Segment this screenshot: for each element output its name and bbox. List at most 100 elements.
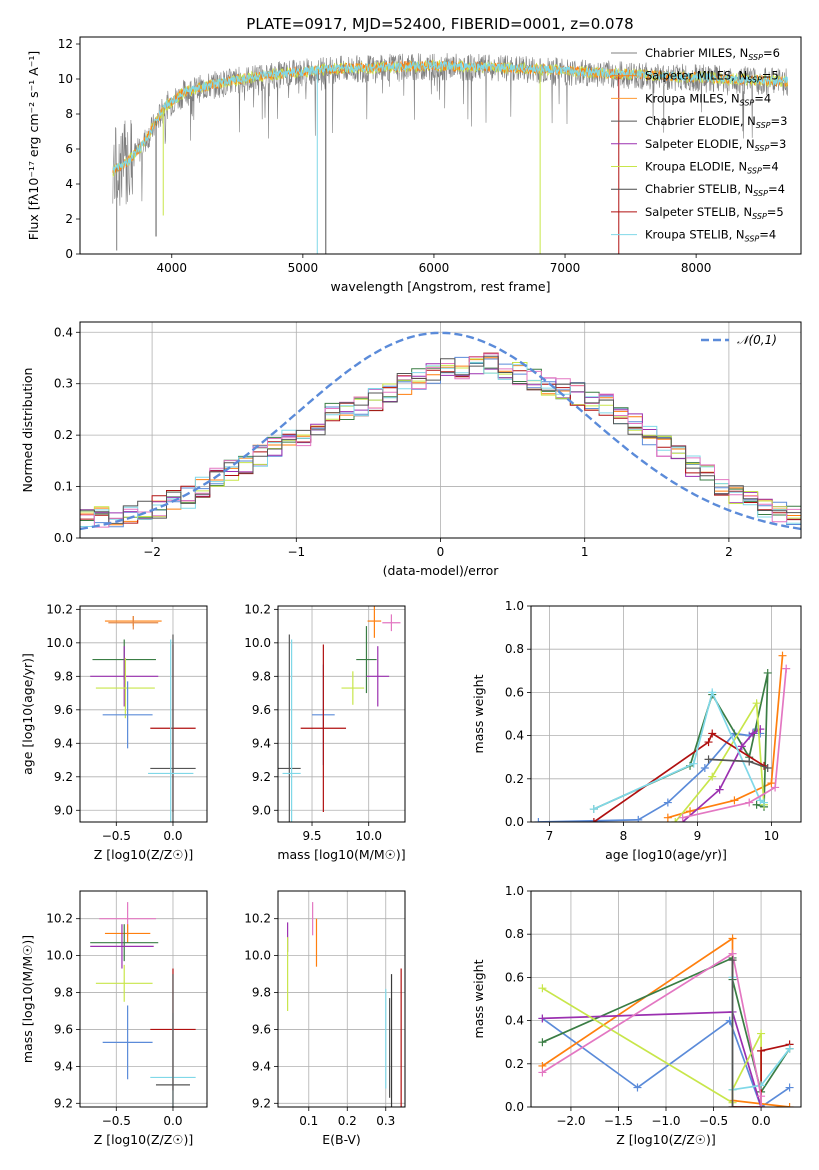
y-tick-label: 1.0	[505, 884, 524, 898]
plot-area	[90, 616, 196, 822]
y-tick-label: 0.2	[505, 772, 524, 786]
y-tick-label: 9.2	[252, 1096, 271, 1110]
y-tick-label: 9.0	[252, 803, 271, 817]
legend-label-text: Kroupa MILES, N	[645, 91, 740, 105]
weight-marker	[663, 813, 672, 822]
weight-marker	[678, 813, 687, 822]
legend-label: Salpeter STELIB, NSSP=5	[645, 205, 784, 221]
y-tick-label: 0.8	[505, 642, 524, 656]
x-axis-label: Z [log10(Z/Z☉)]	[616, 1132, 716, 1147]
legend-label-value: =5	[767, 205, 784, 219]
legend-label-text: Chabrier STELIB, N	[645, 182, 753, 196]
panel-sfh_Z: −2.0 −1.5 −1.0 −0.5 0.0 0.0 0.2 0.4 0.6 0.8 1.0 Z […	[471, 884, 802, 1147]
weight-marker	[752, 699, 761, 708]
legend-label-text: Salpeter ELODIE, N	[645, 137, 755, 151]
weight-marker	[763, 764, 772, 772]
weight-marker	[745, 757, 754, 766]
panel-frame	[530, 605, 802, 823]
x-axis-label: Z [log10(Z/Z☉)]	[94, 1132, 194, 1147]
y-tick-label: 9.6	[54, 703, 73, 717]
y-tick-label: 1.0	[505, 599, 524, 613]
y-tick-label: 9.8	[252, 986, 271, 1000]
x-tick-label: 0.1	[299, 1114, 318, 1128]
legend-label-value: =4	[762, 160, 779, 174]
x-tick-label: 7	[546, 829, 554, 843]
legend-label-value: =4	[768, 182, 785, 196]
y-tick-label: 0.2	[54, 428, 73, 442]
y-axis-label: mass weight	[471, 959, 486, 1038]
y-tick-label: 0.4	[54, 325, 73, 339]
y-axis-label: Flux [fλ10⁻¹⁷ erg cm⁻² s⁻¹ A⁻¹]	[26, 51, 41, 240]
x-tick-label: 0.3	[376, 1114, 395, 1128]
y-tick-label: 0.3	[54, 377, 73, 391]
weight-series-line	[542, 1011, 762, 1107]
errorbar-point	[282, 639, 301, 822]
y-tick-label: 9.4	[252, 736, 271, 750]
x-tick-label: 5000	[288, 261, 319, 275]
y-tick-label: 9.6	[252, 1022, 271, 1036]
weight-marker	[708, 729, 717, 738]
y-tick-label: 9.2	[54, 770, 73, 784]
weight-series-line	[593, 672, 769, 810]
y-tick-label: 10.0	[46, 636, 73, 650]
y-axis-label: mass weight	[471, 674, 486, 753]
panel-frame	[79, 321, 802, 539]
y-tick-label: 10.2	[244, 602, 271, 616]
x-tick-label: 6000	[419, 261, 450, 275]
weight-marker	[589, 805, 598, 814]
plot-area	[287, 902, 402, 1107]
legend-label: Salpeter MILES, NSSP=5	[645, 69, 779, 85]
y-tick-label: 2	[65, 212, 73, 226]
weight-marker	[728, 956, 737, 965]
x-tick-label: 8000	[681, 261, 712, 275]
legend-label-text: Kroupa STELIB, N	[645, 228, 745, 242]
legend-label-value: =3	[769, 137, 786, 151]
legend-label: Salpeter ELODIE, NSSP=3	[645, 137, 786, 153]
weight-marker	[538, 1014, 547, 1023]
weight-marker	[715, 785, 724, 794]
weight-marker	[737, 742, 746, 751]
y-tick-label: 9.6	[252, 703, 271, 717]
errorbar-point	[155, 974, 190, 1107]
x-axis-label: wavelength [Angstrom, rest frame]	[330, 279, 550, 294]
weight-marker	[534, 818, 543, 822]
y-tick-label: 9.4	[54, 736, 73, 750]
panel-age_vs_mass: 9.5 10.0 9.0 9.2 9.4 9.6 9.8 10.0 10.2 mass [log1…	[244, 602, 405, 862]
y-tick-label: 10.2	[244, 912, 271, 926]
x-tick-label: 0	[437, 545, 445, 559]
weight-marker	[771, 783, 780, 792]
errorbar-point	[300, 644, 347, 812]
y-tick-label: 10.0	[244, 949, 271, 963]
panel-frame	[79, 605, 208, 823]
plot-area	[534, 651, 791, 822]
errorbar-point	[278, 634, 301, 822]
y-tick-label: 0.6	[505, 970, 524, 984]
errorbar-point	[90, 646, 159, 707]
legend-label: 𝒩(0,1)	[737, 333, 777, 347]
weight-marker	[785, 1083, 794, 1092]
errorbar-point	[356, 626, 377, 694]
weight-marker	[634, 815, 643, 822]
errorbar-point	[104, 924, 151, 943]
weight-marker	[778, 651, 787, 660]
x-tick-label: 9	[694, 829, 702, 843]
y-tick-label: 9.4	[54, 1059, 73, 1073]
legend-label: Chabrier MILES, NSSP=6	[645, 46, 780, 62]
weight-marker	[757, 1103, 766, 1107]
y-axis-label: age [log10(age/yr)]	[20, 653, 35, 775]
errorbar-point	[95, 657, 155, 719]
legend-label-text: Salpeter MILES, N	[645, 69, 747, 83]
y-tick-label: 6	[65, 142, 73, 156]
errorbar-point	[90, 924, 159, 962]
errorbar-point	[90, 924, 154, 969]
weight-marker	[708, 772, 717, 781]
x-tick-label: 0.0	[163, 829, 182, 843]
errorbar-point	[148, 639, 194, 822]
weight-marker	[633, 1083, 642, 1092]
legend-label-subscript: SSP	[753, 189, 768, 198]
y-tick-label: 0.8	[505, 927, 524, 941]
legend-label-value: =5	[762, 69, 779, 83]
y-tick-label: 12	[58, 37, 73, 51]
histogram-series	[80, 355, 801, 524]
panel-spectrum: 4000 5000 6000 7000 8000 0 2 4 6 8 10 12 wavelength …	[26, 36, 802, 294]
